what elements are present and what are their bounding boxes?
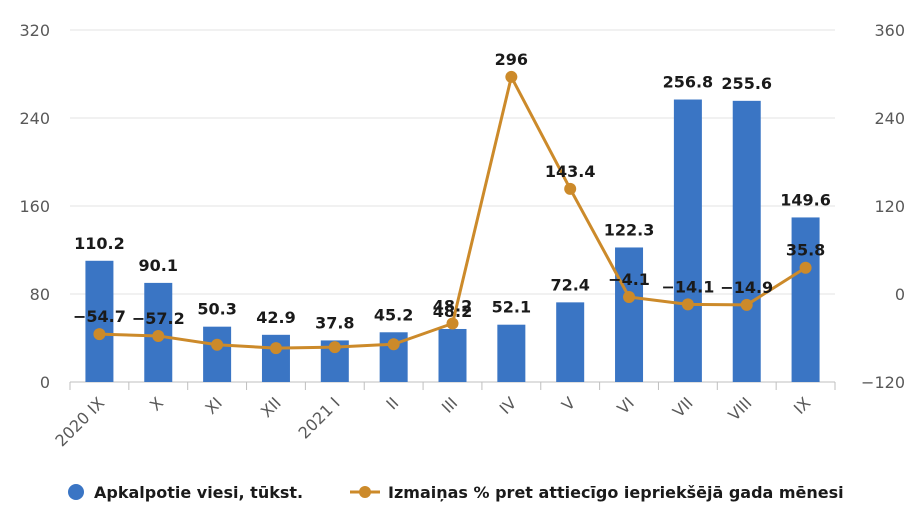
- right-tick-label: 240: [874, 109, 905, 128]
- line-point: [269, 342, 282, 355]
- x-tick-label: IX: [790, 393, 815, 418]
- bar-data-label: 45.2: [374, 305, 413, 324]
- bar-data-label: 149.6: [780, 190, 831, 209]
- bar: [732, 100, 761, 382]
- line-point: [93, 328, 106, 341]
- x-tick-label: X: [146, 393, 167, 414]
- x-tick-label: VIII: [724, 393, 755, 424]
- line-data-label: −14.9: [720, 278, 773, 297]
- left-tick-label: 320: [19, 21, 50, 40]
- x-tick-label: VI: [613, 393, 638, 418]
- bar-series: [85, 99, 820, 383]
- bar-data-label: 52.1: [492, 298, 531, 317]
- x-tick-label: XII: [257, 393, 285, 421]
- bar-data-label: 72.4: [550, 275, 589, 294]
- x-tick-label: 2020 IX: [51, 393, 108, 450]
- bar-data-label: 37.8: [315, 313, 354, 332]
- line-data-label: −54.7: [73, 307, 126, 326]
- bar-data-label: 110.2: [74, 234, 125, 253]
- x-tick-label: VII: [669, 393, 697, 421]
- line-data-labels: −54.7 −57.2 48.2 296 143.4 −4.1 −14.1 −14.9 35.8: [73, 50, 825, 328]
- x-axis-ticks: 2020 IX X XI XII 2021 I II III IV V VI VII VIII IX: [51, 393, 814, 450]
- bar-data-label: 50.3: [197, 300, 236, 319]
- line-point: [799, 261, 812, 274]
- line-series: [93, 70, 812, 355]
- legend-line-dot: [359, 486, 371, 498]
- line-data-label: −4.1: [608, 270, 650, 289]
- line-point: [328, 341, 341, 354]
- legend-bar-label: Apkalpotie viesi, tūkst.: [94, 483, 303, 502]
- line-point: [446, 317, 459, 330]
- legend-line-label: Izmaiņas % pret attiecīgo iepriekšējā ga…: [388, 483, 844, 502]
- legend: Apkalpotie viesi, tūkst. Izmaiņas % pret…: [68, 483, 844, 502]
- line-data-label: −14.1: [661, 277, 714, 296]
- bar: [497, 324, 526, 382]
- line-point: [681, 298, 694, 311]
- left-tick-label: 80: [30, 285, 50, 304]
- left-tick-label: 0: [40, 373, 50, 392]
- line-data-label: 48.2: [433, 296, 472, 315]
- right-tick-label: 360: [874, 21, 905, 40]
- bar: [615, 247, 644, 382]
- bar-data-label: 255.6: [721, 74, 772, 93]
- line-point: [564, 182, 577, 195]
- x-tick-label: III: [438, 393, 461, 416]
- line-point: [152, 329, 165, 342]
- bar-data-labels: 110.2 90.1 50.3 42.9 37.8 45.2 48.2 52.1 72.4 122…: [74, 73, 831, 333]
- right-tick-label: 120: [874, 197, 905, 216]
- x-tick-label: V: [558, 393, 579, 414]
- x-tick-label: IV: [496, 393, 521, 418]
- x-tick-label: II: [382, 393, 402, 413]
- bar: [438, 328, 467, 382]
- line-data-label: 35.8: [786, 241, 825, 260]
- line-point: [740, 298, 753, 311]
- left-tick-label: 160: [19, 197, 50, 216]
- bar: [261, 334, 290, 382]
- left-tick-label: 240: [19, 109, 50, 128]
- line-point: [505, 70, 518, 83]
- left-axis-ticks: 0 80 160 240 320: [19, 21, 50, 392]
- line-data-label: 143.4: [545, 162, 596, 181]
- bar: [791, 217, 820, 382]
- legend-bar-marker: [68, 484, 84, 500]
- right-tick-label: −120: [861, 373, 905, 392]
- bar: [673, 99, 702, 383]
- bar-data-label: 256.8: [663, 73, 714, 92]
- line-point: [623, 291, 636, 304]
- line-point: [211, 338, 224, 351]
- right-tick-label: 0: [895, 285, 905, 304]
- bar: [556, 302, 585, 382]
- bar-data-label: 48.2: [433, 302, 472, 321]
- grid: [69, 29, 836, 390]
- bar: [203, 326, 232, 382]
- bar-data-label: 122.3: [604, 220, 655, 239]
- bar: [85, 260, 114, 382]
- line-data-label: −57.2: [132, 309, 185, 328]
- bar-data-label: 42.9: [256, 308, 295, 327]
- right-axis-ticks: −120 0 120 240 360: [861, 21, 905, 392]
- x-tick-label: 2021 I: [294, 393, 343, 442]
- x-tick-label: XI: [201, 393, 226, 418]
- line-point: [387, 338, 400, 351]
- line-data-label: 296: [495, 50, 528, 69]
- bar-data-label: 90.1: [139, 256, 178, 275]
